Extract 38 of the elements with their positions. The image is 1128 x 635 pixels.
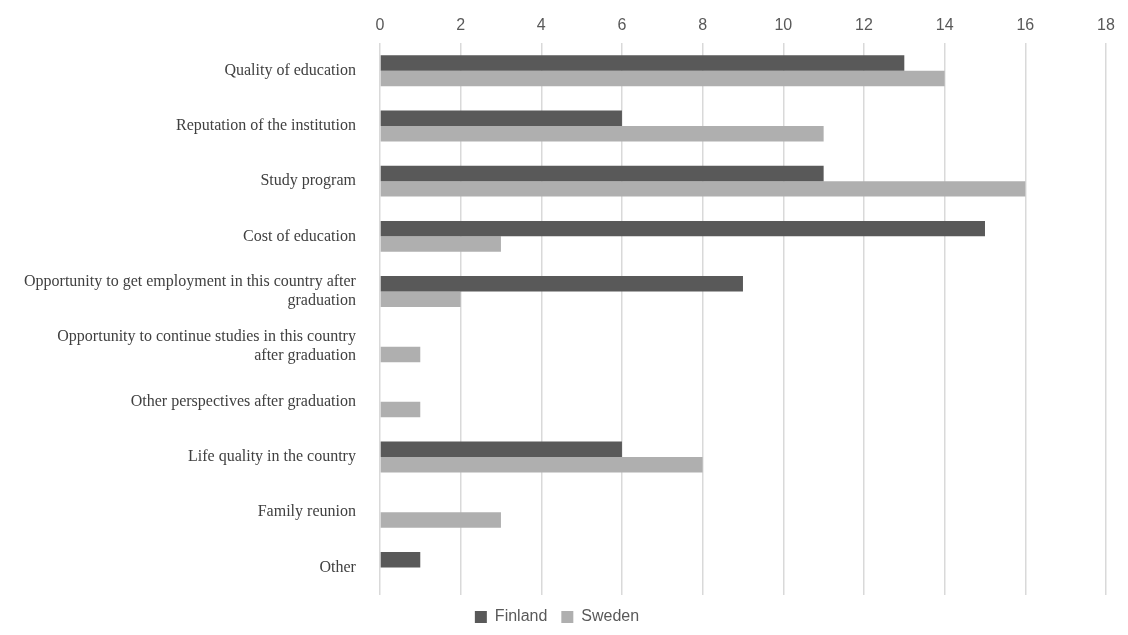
y-tick-label: Cost of education xyxy=(243,226,356,244)
x-tick-label: 2 xyxy=(456,16,466,34)
bar xyxy=(380,441,622,458)
bar xyxy=(380,291,461,307)
x-tick-label: 14 xyxy=(935,16,954,34)
bar xyxy=(380,512,501,528)
y-tick-label: Opportunity to get employment in this country after graduation xyxy=(24,272,357,310)
y-tick-label: Life quality in the country xyxy=(187,447,356,466)
bar xyxy=(380,110,622,126)
bar xyxy=(380,125,824,142)
x-tick-label: 12 xyxy=(855,16,873,34)
x-tick-label: 18 xyxy=(1097,16,1115,34)
bar xyxy=(380,346,421,363)
y-tick-label: Reputation of the institution xyxy=(175,116,356,135)
x-tick-label: 10 xyxy=(774,16,793,34)
bar xyxy=(380,220,985,237)
y-tick-label: Opportunity to continue studies in this country after graduation xyxy=(57,327,356,365)
x-tick-label: 4 xyxy=(536,16,546,34)
y-tick-label: Other xyxy=(319,557,357,575)
x-tick-label: 6 xyxy=(617,16,627,34)
bar xyxy=(380,236,501,252)
bar xyxy=(380,551,421,568)
x-tick-label: 16 xyxy=(1016,16,1035,34)
y-tick-label: Other perspectives after graduation xyxy=(130,392,356,411)
x-tick-label: 8 xyxy=(698,16,708,34)
legend-label: Sweden xyxy=(581,607,640,625)
y-tick-label: Study program xyxy=(260,171,357,190)
bar xyxy=(380,181,1026,197)
x-tick-label: 0 xyxy=(375,16,385,34)
bar xyxy=(380,457,703,473)
bar xyxy=(380,165,824,182)
bar xyxy=(380,55,905,71)
y-tick-label: Quality of education xyxy=(224,60,356,79)
bar xyxy=(380,401,421,418)
bar xyxy=(380,70,945,87)
bar xyxy=(380,276,743,292)
legend-label: Finland xyxy=(494,607,548,625)
y-tick-label: Family reunion xyxy=(257,502,356,521)
